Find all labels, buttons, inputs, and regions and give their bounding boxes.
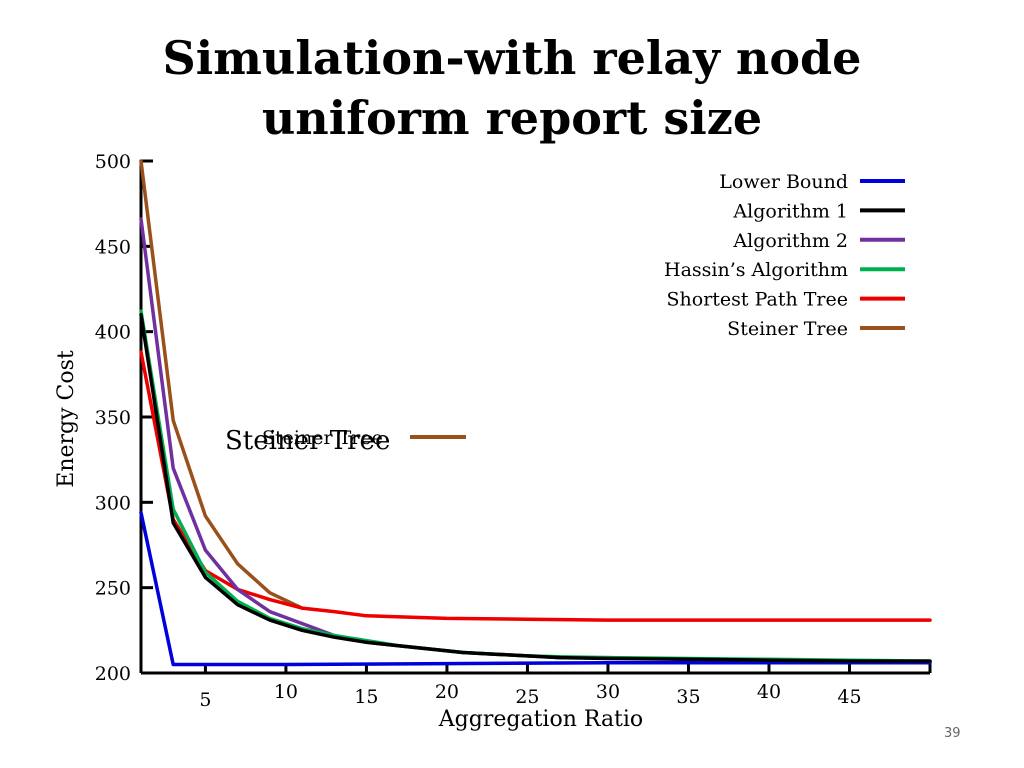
y-tick-label: 200 [95, 663, 131, 685]
legend-label-steiner-tree: Steiner Tree [727, 318, 848, 340]
legend-label-algorithm-2: Algorithm 2 [732, 230, 848, 252]
x-tick-label: 40 [757, 681, 781, 703]
slide-title: Simulation-with relay node uniform repor… [0, 28, 1024, 148]
x-tick-label: 15 [354, 686, 378, 708]
y-tick-label: 350 [95, 407, 131, 429]
chart-axes: 200 250 300 350 400 450 500 5 10 15 20 25 30 35 40 45 [95, 151, 932, 711]
overlay-label-front: Steiner Tree [225, 426, 390, 456]
legend-label-hassin-s-algorithm: Hassin’s Algorithm [664, 259, 848, 281]
y-tick-label: 400 [95, 322, 131, 344]
y-tick-label: 250 [95, 578, 131, 600]
series-layer [139, 159, 932, 667]
series-line-steiner-tree [139, 159, 304, 610]
series-line-hassin-s-algorithm [139, 309, 932, 663]
x-tick-label: 10 [274, 681, 298, 703]
series-line-algorithm-1 [139, 312, 932, 663]
x-tick-label: 20 [435, 681, 459, 703]
legend-label-algorithm-1: Algorithm 1 [732, 200, 848, 222]
y-tick-label: 300 [95, 492, 131, 514]
x-tick-label: 30 [596, 681, 620, 703]
series-line-shortest-path-tree [139, 350, 932, 622]
slide-title-line-2: uniform report size [261, 91, 763, 145]
y-tick-label: 450 [95, 236, 131, 258]
legend-label-lower-bound: Lower Bound [719, 171, 848, 193]
x-tick-label: 25 [515, 686, 539, 708]
y-axis-title: Energy Cost [54, 350, 79, 488]
y-tick-label: 500 [95, 151, 131, 173]
series-line-lower-bound [139, 510, 932, 667]
page-number: 39 [944, 726, 961, 741]
chart-legend: Lower Bound Algorithm 1 Algorithm 2 Hassin’… [664, 171, 905, 340]
slide-title-line-1: Simulation-with relay node [162, 31, 862, 85]
x-tick-label: 35 [676, 686, 700, 708]
x-axis-title: Aggregation Ratio [438, 707, 643, 732]
legend-label-shortest-path-tree: Shortest Path Tree [667, 289, 849, 311]
overlay-label-back: Steiner Tree [262, 427, 383, 449]
x-tick-label: 45 [837, 686, 861, 708]
x-tick-label: 5 [199, 689, 211, 711]
